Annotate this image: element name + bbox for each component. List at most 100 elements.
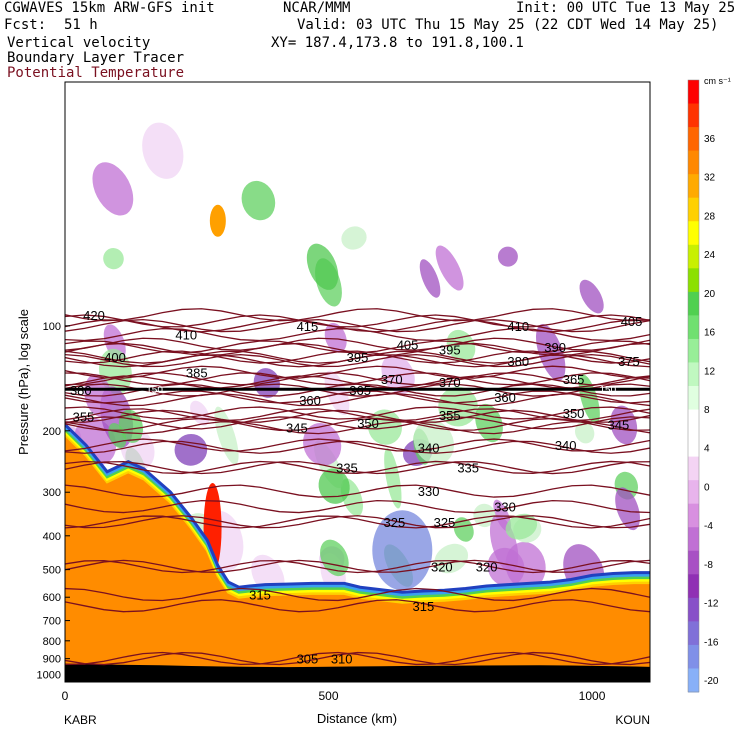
- y-tick-label: 300: [43, 487, 61, 499]
- theta-label: 375: [618, 354, 640, 369]
- colorbar-swatch: [688, 644, 699, 669]
- theta-label: 415: [297, 319, 319, 334]
- tracer-band: [65, 433, 650, 604]
- theta-contour: [65, 599, 650, 613]
- theta-label: 305: [297, 652, 319, 667]
- theta-contour: [65, 417, 650, 432]
- field-vertical-velocity: Vertical velocity: [7, 35, 151, 51]
- tracer-band: [65, 423, 650, 594]
- theta-contour: [65, 440, 650, 454]
- colorbar-swatch: [688, 503, 699, 528]
- x-axis-label: Distance (km): [317, 711, 397, 726]
- theta-label: 395: [439, 343, 461, 358]
- theta-label: 410: [175, 328, 197, 343]
- y-tick-label: 800: [43, 636, 61, 648]
- velocity-cell: [419, 259, 441, 298]
- colorbar-label: 0: [704, 482, 710, 493]
- tracer-label: 150: [146, 385, 163, 396]
- boundary-layer-tracer-fill: [65, 434, 650, 682]
- velocity-cell: [324, 370, 350, 416]
- velocity-cell: [505, 513, 538, 540]
- theta-contour: [65, 651, 650, 666]
- theta-contour: [65, 408, 650, 422]
- potential-temperature-contours: [65, 308, 650, 666]
- theta-label: 345: [608, 418, 630, 433]
- velocity-cell: [92, 162, 134, 216]
- theta-label: 355: [439, 408, 461, 423]
- velocity-cell: [241, 180, 276, 221]
- colorbar-swatch: [688, 668, 699, 693]
- theta-contour: [65, 375, 650, 389]
- colorbar-swatch: [688, 291, 699, 316]
- theta-contour: [65, 354, 650, 368]
- theta-contour: [65, 353, 650, 368]
- colorbar-label: 12: [704, 366, 716, 377]
- theta-contour: [65, 515, 650, 529]
- colorbar-swatch: [688, 268, 699, 293]
- colorbar-label: 28: [704, 211, 716, 222]
- theta-label: 410: [507, 319, 529, 334]
- x-axis: 0 500 1000: [62, 677, 606, 703]
- theta-label: 330: [494, 500, 516, 515]
- y-axis-label: Pressure (hPa), log scale: [16, 309, 31, 455]
- theta-contour: [65, 327, 650, 342]
- theta-label: 365: [349, 383, 371, 398]
- theta-contour: [65, 460, 650, 475]
- tracer-band: [65, 428, 650, 599]
- theta-label: 400: [104, 350, 126, 365]
- colorbar-swatch: [688, 244, 699, 269]
- forecast-hour: 51 h: [64, 17, 98, 33]
- theta-label: 395: [347, 350, 369, 365]
- tracer-band: [65, 430, 650, 602]
- theta-label: 335: [457, 461, 479, 476]
- theta-label: 405: [397, 337, 419, 352]
- y-tick-label: 400: [43, 531, 61, 543]
- y-axis: 100 200 300 400 500 600 700 800 900 1000: [37, 321, 70, 682]
- colorbar-swatch: [688, 409, 699, 434]
- colorbar-swatch: [688, 362, 699, 387]
- theta-label: 360: [299, 393, 321, 408]
- colorbar-label: -20: [704, 676, 719, 687]
- colorbar-unit: cm s⁻¹: [704, 76, 731, 86]
- colorbar-swatch: [688, 150, 699, 175]
- colorbar-swatch: [688, 480, 699, 505]
- velocity-cell: [446, 329, 476, 363]
- org-label: NCAR/MMM: [283, 0, 351, 16]
- colorbar-swatch: [688, 103, 699, 128]
- theta-label: 365: [563, 372, 585, 387]
- colorbar-swatch: [688, 621, 699, 646]
- velocity-cell: [497, 246, 518, 267]
- theta-label: 315: [413, 599, 435, 614]
- theta-label: 325: [434, 515, 456, 530]
- theta-contour: [65, 365, 650, 379]
- theta-label: 320: [431, 560, 453, 575]
- theta-label: 380: [70, 383, 92, 398]
- theta-contour: [65, 337, 650, 351]
- theta-contour: [65, 392, 650, 407]
- theta-contour: [65, 318, 650, 333]
- colorbar-swatch: [688, 574, 699, 599]
- theta-label: 340: [555, 438, 577, 453]
- velocity-cell: [142, 122, 184, 179]
- y-tick-label: 700: [43, 616, 61, 628]
- plot-area: [65, 82, 650, 682]
- velocity-cell: [574, 421, 595, 444]
- theta-label: 390: [544, 340, 566, 355]
- theta-contour: [65, 587, 650, 602]
- colorbar-swatch: [688, 550, 699, 575]
- theta-label: 385: [186, 365, 208, 380]
- theta-contour: [65, 484, 650, 498]
- x-tick-label: 500: [318, 689, 338, 703]
- theta-label: 340: [418, 440, 440, 455]
- theta-contour: [65, 499, 650, 514]
- velocity-cell: [453, 517, 474, 542]
- right-endpoint-label: KOUN: [615, 713, 650, 727]
- velocity-cell: [487, 547, 525, 587]
- velocity-cell: [615, 487, 640, 531]
- velocity-cell: [579, 279, 604, 314]
- theta-contour: [65, 651, 650, 666]
- colorbar-label: -8: [704, 560, 713, 571]
- theta-label: 310: [331, 652, 353, 667]
- field-potential-temperature: Potential Temperature: [7, 65, 185, 81]
- velocity-cell: [318, 468, 350, 504]
